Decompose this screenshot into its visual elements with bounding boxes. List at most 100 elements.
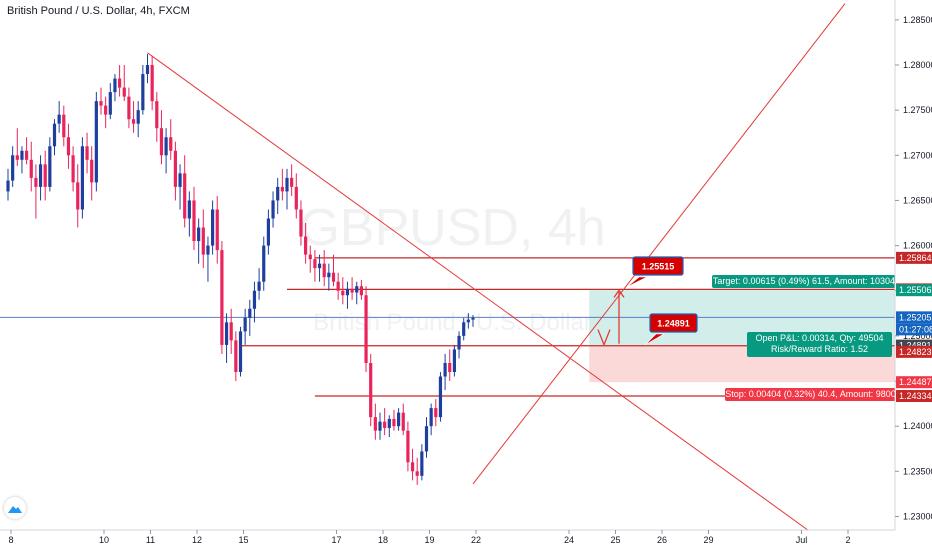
time-tick-label: 29 xyxy=(703,535,713,545)
candle-body xyxy=(373,417,377,431)
candle-body xyxy=(131,119,136,124)
candle-body xyxy=(434,408,438,418)
candle-body xyxy=(215,209,219,251)
price-tick-label: 1.27000 xyxy=(903,150,932,160)
pnl-info-box xyxy=(747,332,892,357)
candle-body xyxy=(327,272,331,278)
price-tick-label: 1.26500 xyxy=(903,195,932,205)
candle-body xyxy=(448,362,452,372)
level-tag xyxy=(896,390,932,403)
watermark-description: British Pound / U.S. Dollar xyxy=(313,309,592,336)
time-tick-label: 17 xyxy=(331,535,341,545)
candle-body xyxy=(211,209,215,246)
candle-body xyxy=(29,159,33,178)
arrow-down-icon xyxy=(597,329,611,347)
candle-body xyxy=(443,362,447,377)
entry-callout-label: 1.25515 xyxy=(642,262,675,272)
candle-body xyxy=(262,245,266,282)
candle-body xyxy=(113,78,117,93)
candle-body xyxy=(85,146,89,160)
stop-info-box xyxy=(725,388,896,401)
price-tick-label: 1.24000 xyxy=(903,421,932,431)
candle-body xyxy=(183,173,187,219)
price-tick-label: 1.23000 xyxy=(903,511,932,521)
candle-body xyxy=(206,245,210,255)
price-tick-label: 1.25000 xyxy=(903,331,932,341)
candle-body xyxy=(392,418,396,427)
candle-body xyxy=(364,295,368,363)
candle-body xyxy=(201,227,205,255)
entry-callout-box xyxy=(632,256,684,276)
stop-entry-tag xyxy=(896,345,932,358)
entry-price-tag-label: 1.24891 xyxy=(899,341,932,351)
candle-body xyxy=(99,101,103,106)
candle-body xyxy=(471,317,475,320)
candle-body xyxy=(118,78,122,88)
level-tag xyxy=(896,251,932,264)
candle-body xyxy=(410,462,415,472)
candle-body xyxy=(6,180,10,192)
candle-body xyxy=(290,177,294,187)
candle-body xyxy=(304,236,308,255)
price-axis xyxy=(895,0,932,550)
candle-body xyxy=(76,182,80,210)
time-tick-label: 19 xyxy=(424,535,434,545)
candle-body xyxy=(397,412,401,427)
pnl-info-line: Open P&L: 0.00314, Qty: 49504 xyxy=(755,333,883,343)
candle-body xyxy=(317,263,322,269)
candle-body xyxy=(169,137,173,151)
candle-body xyxy=(462,322,466,336)
candle-body xyxy=(331,272,336,282)
candle-body xyxy=(141,74,145,111)
target-callout-box xyxy=(649,313,698,333)
current-price-tag-label: 1.25205 xyxy=(899,312,932,322)
candle-body xyxy=(271,200,275,219)
countdown-tag xyxy=(896,323,932,336)
candle-body xyxy=(313,259,317,269)
level-tag-label: 1.25864 xyxy=(899,253,932,263)
time-tick-label: 25 xyxy=(610,535,620,545)
candle-body xyxy=(57,114,61,124)
candle-body xyxy=(159,128,164,156)
candle-body xyxy=(308,254,312,260)
candle-body xyxy=(257,281,261,291)
candle-body xyxy=(11,155,15,181)
candle-body xyxy=(136,110,140,124)
candle-body xyxy=(238,331,243,372)
stop-price-tag xyxy=(896,376,932,389)
candle-body xyxy=(243,317,247,332)
tradingview-logo-button[interactable] xyxy=(4,497,26,519)
stop-price-tag-label: 1.24487 xyxy=(899,377,932,387)
pnl-info-line: Risk/Reward Ratio: 1.52 xyxy=(771,344,868,354)
candle-body xyxy=(178,173,182,187)
candle-body xyxy=(294,186,298,210)
candle-body xyxy=(71,155,75,183)
candle-body xyxy=(20,150,24,160)
entry-callout-pointer xyxy=(626,276,648,288)
candle-body xyxy=(452,349,456,372)
candle-body xyxy=(94,101,98,183)
candle-body xyxy=(155,101,159,129)
target-callout-label: 1.24891 xyxy=(657,319,690,329)
stop-info-line: Stop: 0.00404 (0.32%) 40.4, Amount: 9800 xyxy=(725,389,896,399)
candle-body xyxy=(336,281,340,291)
candle-body xyxy=(401,412,405,431)
candle-body xyxy=(252,290,257,309)
level-tag-label: 1.24334 xyxy=(899,391,932,401)
candle-body xyxy=(164,137,168,156)
candle-body xyxy=(415,471,419,476)
candle-body xyxy=(197,227,201,242)
countdown-label: 01:27:08 xyxy=(899,324,932,334)
price-tick-label: 1.23500 xyxy=(903,466,932,476)
stop-entry-tag-label: 1.24823 xyxy=(899,347,932,357)
candle-body xyxy=(80,146,84,210)
price-tick-label: 1.26000 xyxy=(903,241,932,251)
time-tick-label: 8 xyxy=(8,535,13,545)
arrow-up-icon xyxy=(613,289,625,298)
candle-body xyxy=(248,308,252,318)
symbol-title: British Pound / U.S. Dollar, 4h, FXCM xyxy=(7,5,190,17)
candle-body xyxy=(150,65,154,102)
price-tick-label: 1.28500 xyxy=(903,15,932,25)
target-price-tag-label: 1.25506 xyxy=(899,285,932,295)
